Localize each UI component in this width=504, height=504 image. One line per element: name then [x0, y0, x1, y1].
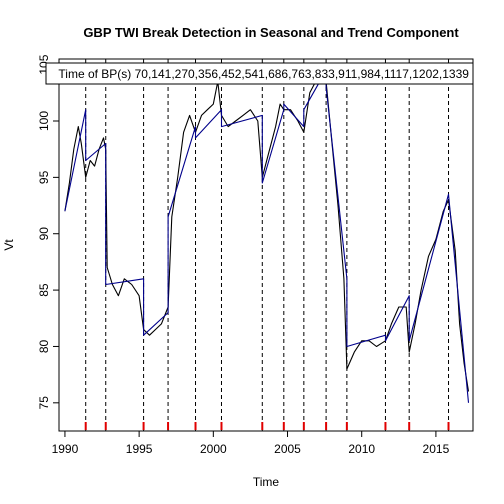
- x-tick-label: 2010: [348, 442, 375, 456]
- series-line: [64, 69, 470, 403]
- x-tick-label: 2000: [200, 442, 227, 456]
- y-tick-label: 75: [37, 396, 51, 410]
- y-tick-label: 95: [37, 170, 51, 184]
- y-axis-label: Vt: [2, 239, 16, 251]
- chart-title: GBP TWI Break Detection in Seasonal and …: [83, 25, 459, 40]
- legend-box: Time of BP(s) 70,141,270,356,452,541,686…: [45, 62, 474, 85]
- x-tick-label: 1990: [52, 442, 79, 456]
- y-tick-label: 100: [37, 111, 51, 131]
- x-tick-label: 2015: [423, 442, 450, 456]
- plot-frame: [58, 58, 474, 432]
- break-rug-layer: [84, 422, 450, 430]
- series-line: [64, 69, 470, 392]
- x-tick-label: 2005: [274, 442, 301, 456]
- y-tick-label: 85: [37, 283, 51, 297]
- legend-text: Time of BP(s) 70,141,270,356,452,541,686…: [58, 67, 469, 81]
- y-tick-label: 80: [37, 340, 51, 354]
- series-layer: [64, 69, 470, 403]
- x-axis-label: Time: [253, 475, 280, 489]
- x-tick-label: 1995: [126, 442, 153, 456]
- y-tick-label: 90: [37, 227, 51, 241]
- break-lines-layer: [85, 59, 450, 431]
